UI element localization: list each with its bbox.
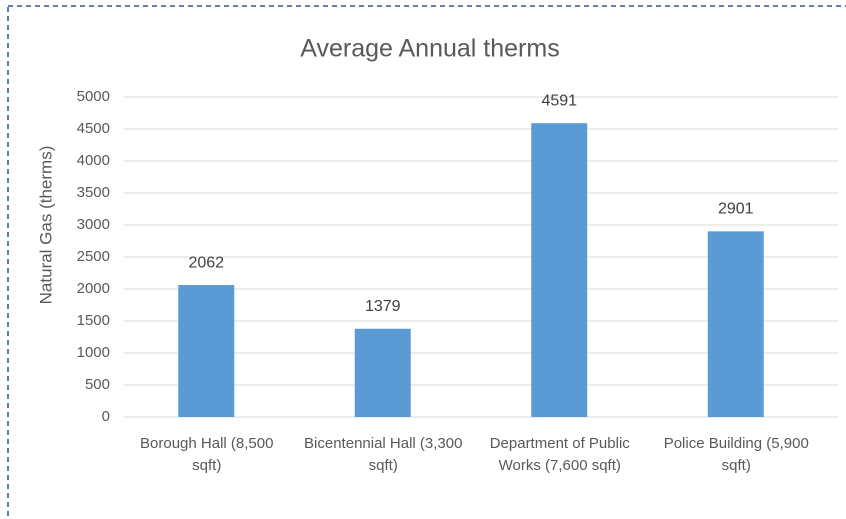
data-label: 1379 — [365, 298, 401, 315]
bar — [178, 285, 235, 417]
x-tick-label: Police Building (5,900 sqft) — [663, 435, 809, 474]
x-tick-label: Borough Hall (8,500 sqft) — [140, 435, 274, 474]
y-axis-label: Natural Gas (therms) — [36, 146, 55, 305]
bar — [354, 328, 411, 417]
bar — [707, 231, 764, 417]
y-tick-label: 4000 — [77, 152, 110, 169]
y-tick-label: 0 — [102, 408, 110, 425]
y-tick-label: 5000 — [77, 88, 110, 105]
data-label: 4591 — [541, 92, 577, 109]
frame — [7, 5, 846, 519]
data-label: 2901 — [718, 201, 754, 218]
x-tick-label: Bicentennial Hall (3,300 sqft) — [304, 435, 463, 474]
y-tick-label: 1500 — [77, 312, 110, 329]
y-tick-label: 500 — [85, 376, 110, 393]
y-tick-label: 2500 — [77, 248, 110, 265]
y-tick-label: 3500 — [77, 184, 110, 201]
y-tick-label: 1000 — [77, 344, 110, 361]
y-tick-label: 4500 — [77, 120, 110, 137]
data-label: 2062 — [188, 254, 224, 271]
y-tick-label: 2000 — [77, 280, 110, 297]
y-tick-label: 3000 — [77, 216, 110, 233]
bar — [531, 123, 588, 418]
chart-title: Average Annual therms — [300, 35, 559, 63]
x-tick-label: Department of Public Works (7,600 sqft) — [489, 435, 630, 474]
